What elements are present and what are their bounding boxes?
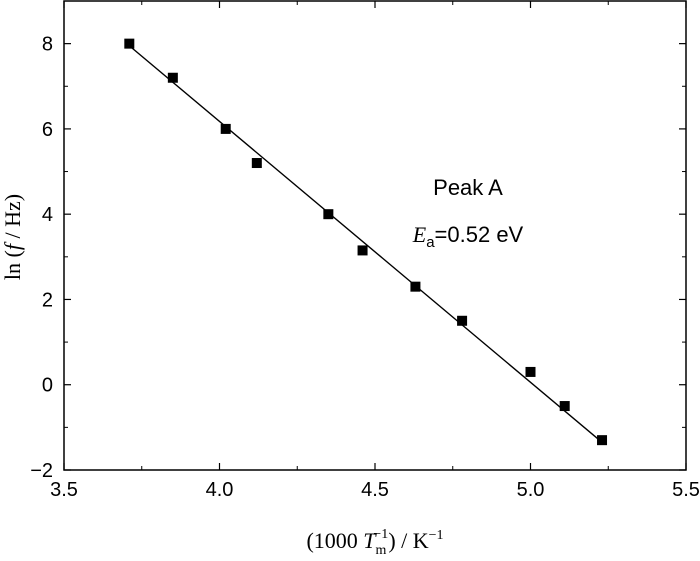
fit-line (128, 45, 603, 443)
x-tick-label: 5.5 (672, 479, 700, 501)
y-tick-label: 6 (42, 119, 53, 141)
data-point (124, 38, 135, 49)
y-tick-label: 0 (42, 375, 53, 397)
y-tick-label: 8 (42, 34, 53, 56)
x-axis-title-pre: (1000 (306, 528, 363, 553)
ea-value: =0.52 eV (435, 222, 524, 247)
y-axis-title-var: f (0, 241, 25, 250)
y-tick-label: 4 (42, 204, 53, 226)
x-axis-title-post: ) / K (388, 528, 428, 553)
y-tick-label: −2 (30, 460, 53, 482)
x-tick-label: 5.0 (517, 479, 545, 501)
data-point (167, 72, 178, 83)
x-axis-title-post-sup: −1 (429, 528, 444, 543)
y-axis-title-post: / Hz) (0, 194, 25, 244)
x-axis-title: (1000 Tm−1) / K−1 (306, 527, 443, 558)
data-points (124, 38, 608, 446)
x-tick-label: 3.5 (50, 479, 78, 501)
x-axis-title-sup: −1 (373, 527, 388, 542)
y-axis-title: ln (f / Hz) (0, 194, 25, 280)
data-point (323, 209, 334, 220)
y-axis-title-pre: ln ( (0, 250, 25, 280)
data-point (220, 123, 231, 134)
data-point (525, 366, 536, 377)
x-tick-label: 4.0 (206, 479, 234, 501)
data-point (457, 315, 468, 326)
annotation-peak: Peak A (433, 175, 503, 200)
plot-frame (63, 0, 687, 471)
axis-ticks (63, 0, 687, 471)
data-point (597, 435, 608, 446)
ea-symbol: E (412, 222, 427, 247)
axis-tick-labels: 3.5 4.0 4.5 5.0 5.5 −2 0 2 4 6 8 (30, 34, 700, 501)
x-axis-title-var: T (363, 528, 377, 553)
data-point (410, 281, 421, 292)
x-tick-label: 4.5 (361, 479, 389, 501)
data-point (251, 158, 262, 169)
ea-subscript: a (426, 234, 435, 251)
data-point (559, 401, 570, 412)
annotation-activation-energy: Ea=0.52 eV (412, 222, 524, 251)
y-tick-label: 2 (42, 289, 53, 311)
data-point (357, 245, 368, 256)
x-axis-title-sub: m (376, 543, 387, 558)
